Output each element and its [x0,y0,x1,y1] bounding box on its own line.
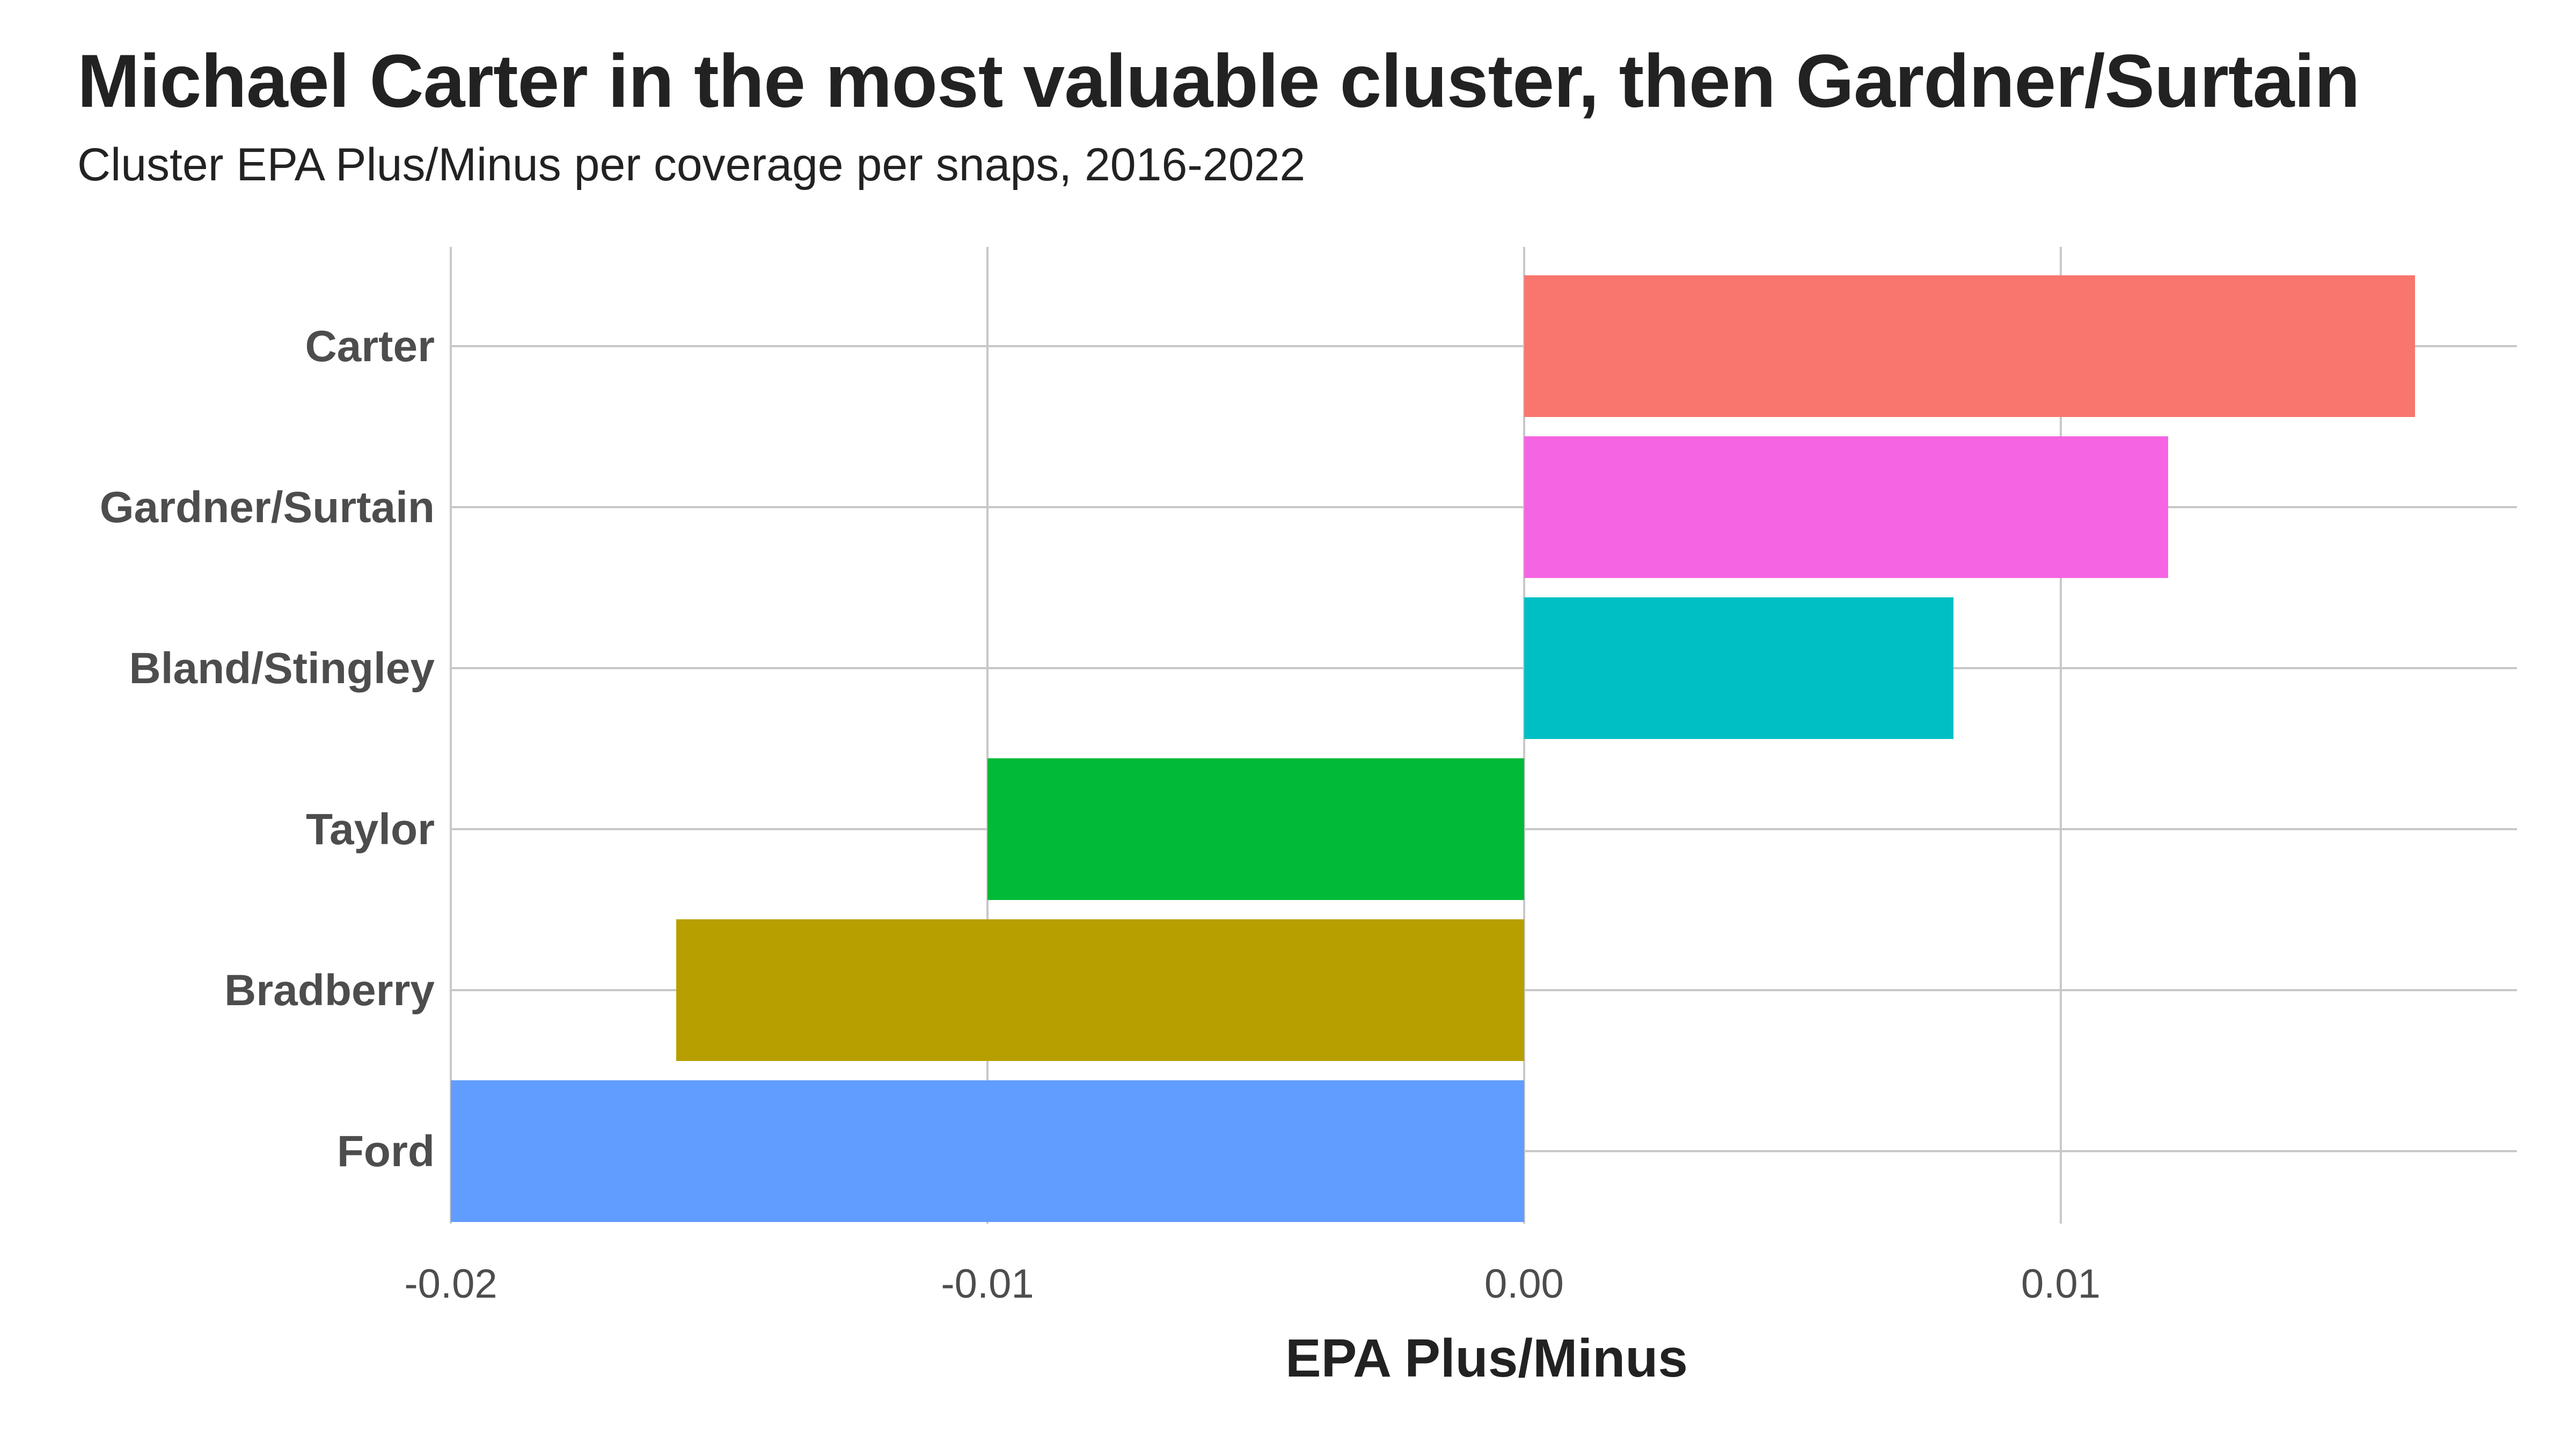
bar-carter [1524,275,2415,417]
bar-ford [451,1080,1524,1222]
x-tick-label: -0.02 [404,1261,497,1307]
y-tick-label: Carter [305,322,435,371]
y-tick-label: Taylor [306,805,435,854]
chart-subtitle: Cluster EPA Plus/Minus per coverage per … [77,139,1306,191]
y-axis-labels: Carter Gardner/Surtain Bland/Stingley Taylo… [100,322,435,1176]
bars [451,275,2415,1222]
x-tick-label: 0.00 [1484,1261,1564,1307]
y-tick-label: Bradberry [224,966,435,1015]
x-tick-label: -0.01 [941,1261,1034,1307]
y-tick-label: Bland/Stingley [129,644,435,693]
y-tick-label: Gardner/Surtain [100,483,435,532]
x-tick-label: 0.01 [2021,1261,2101,1307]
bar-bland-stingley [1524,597,1953,739]
bar-taylor [987,758,1524,900]
x-axis-labels: -0.02 -0.01 0.00 0.01 [404,1261,2101,1307]
bar-gardner-surtain [1524,436,2168,578]
y-tick-label: Ford [337,1127,435,1176]
bar-bradberry [676,919,1524,1061]
chart-title: Michael Carter in the most valuable clus… [77,39,2360,123]
x-axis-title: EPA Plus/Minus [1285,1328,1688,1388]
